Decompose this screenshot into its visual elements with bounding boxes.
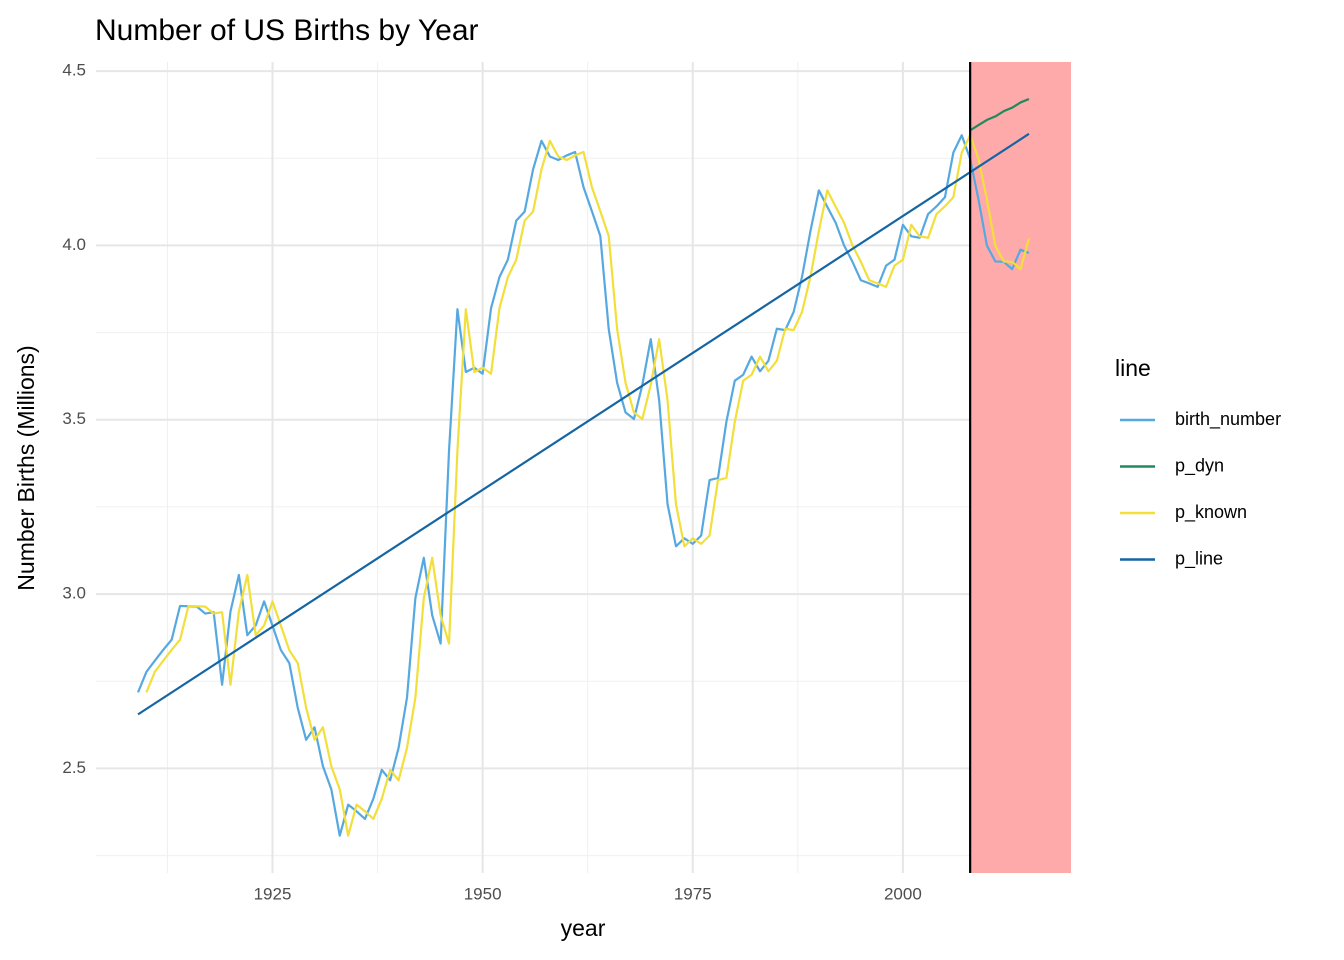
y-tick-label: 2.5 xyxy=(62,758,86,777)
legend-title: line xyxy=(1115,355,1151,381)
x-tick-label: 2000 xyxy=(884,884,922,903)
x-tick-label: 1925 xyxy=(254,884,292,903)
legend-label: birth_number xyxy=(1175,409,1281,430)
y-axis-title: Number Births (Millions) xyxy=(13,345,39,590)
series-line xyxy=(145,134,1031,837)
series-line xyxy=(137,134,1030,837)
x-tick-label: 1950 xyxy=(464,884,502,903)
legend-label: p_dyn xyxy=(1175,455,1224,476)
legend-label: p_line xyxy=(1175,548,1223,569)
y-tick-label: 4.5 xyxy=(62,61,86,80)
legend-label: p_known xyxy=(1175,502,1247,523)
y-tick-label: 4.0 xyxy=(62,235,86,254)
y-tick-label: 3.5 xyxy=(62,409,86,428)
shaded-region xyxy=(970,62,1071,873)
x-axis-title: year xyxy=(561,915,606,941)
chart-title: Number of US Births by Year xyxy=(95,14,479,47)
y-tick-label: 3.0 xyxy=(62,584,86,603)
series-line xyxy=(137,132,1030,716)
x-tick-label: 1975 xyxy=(674,884,712,903)
series-line xyxy=(969,97,1030,132)
